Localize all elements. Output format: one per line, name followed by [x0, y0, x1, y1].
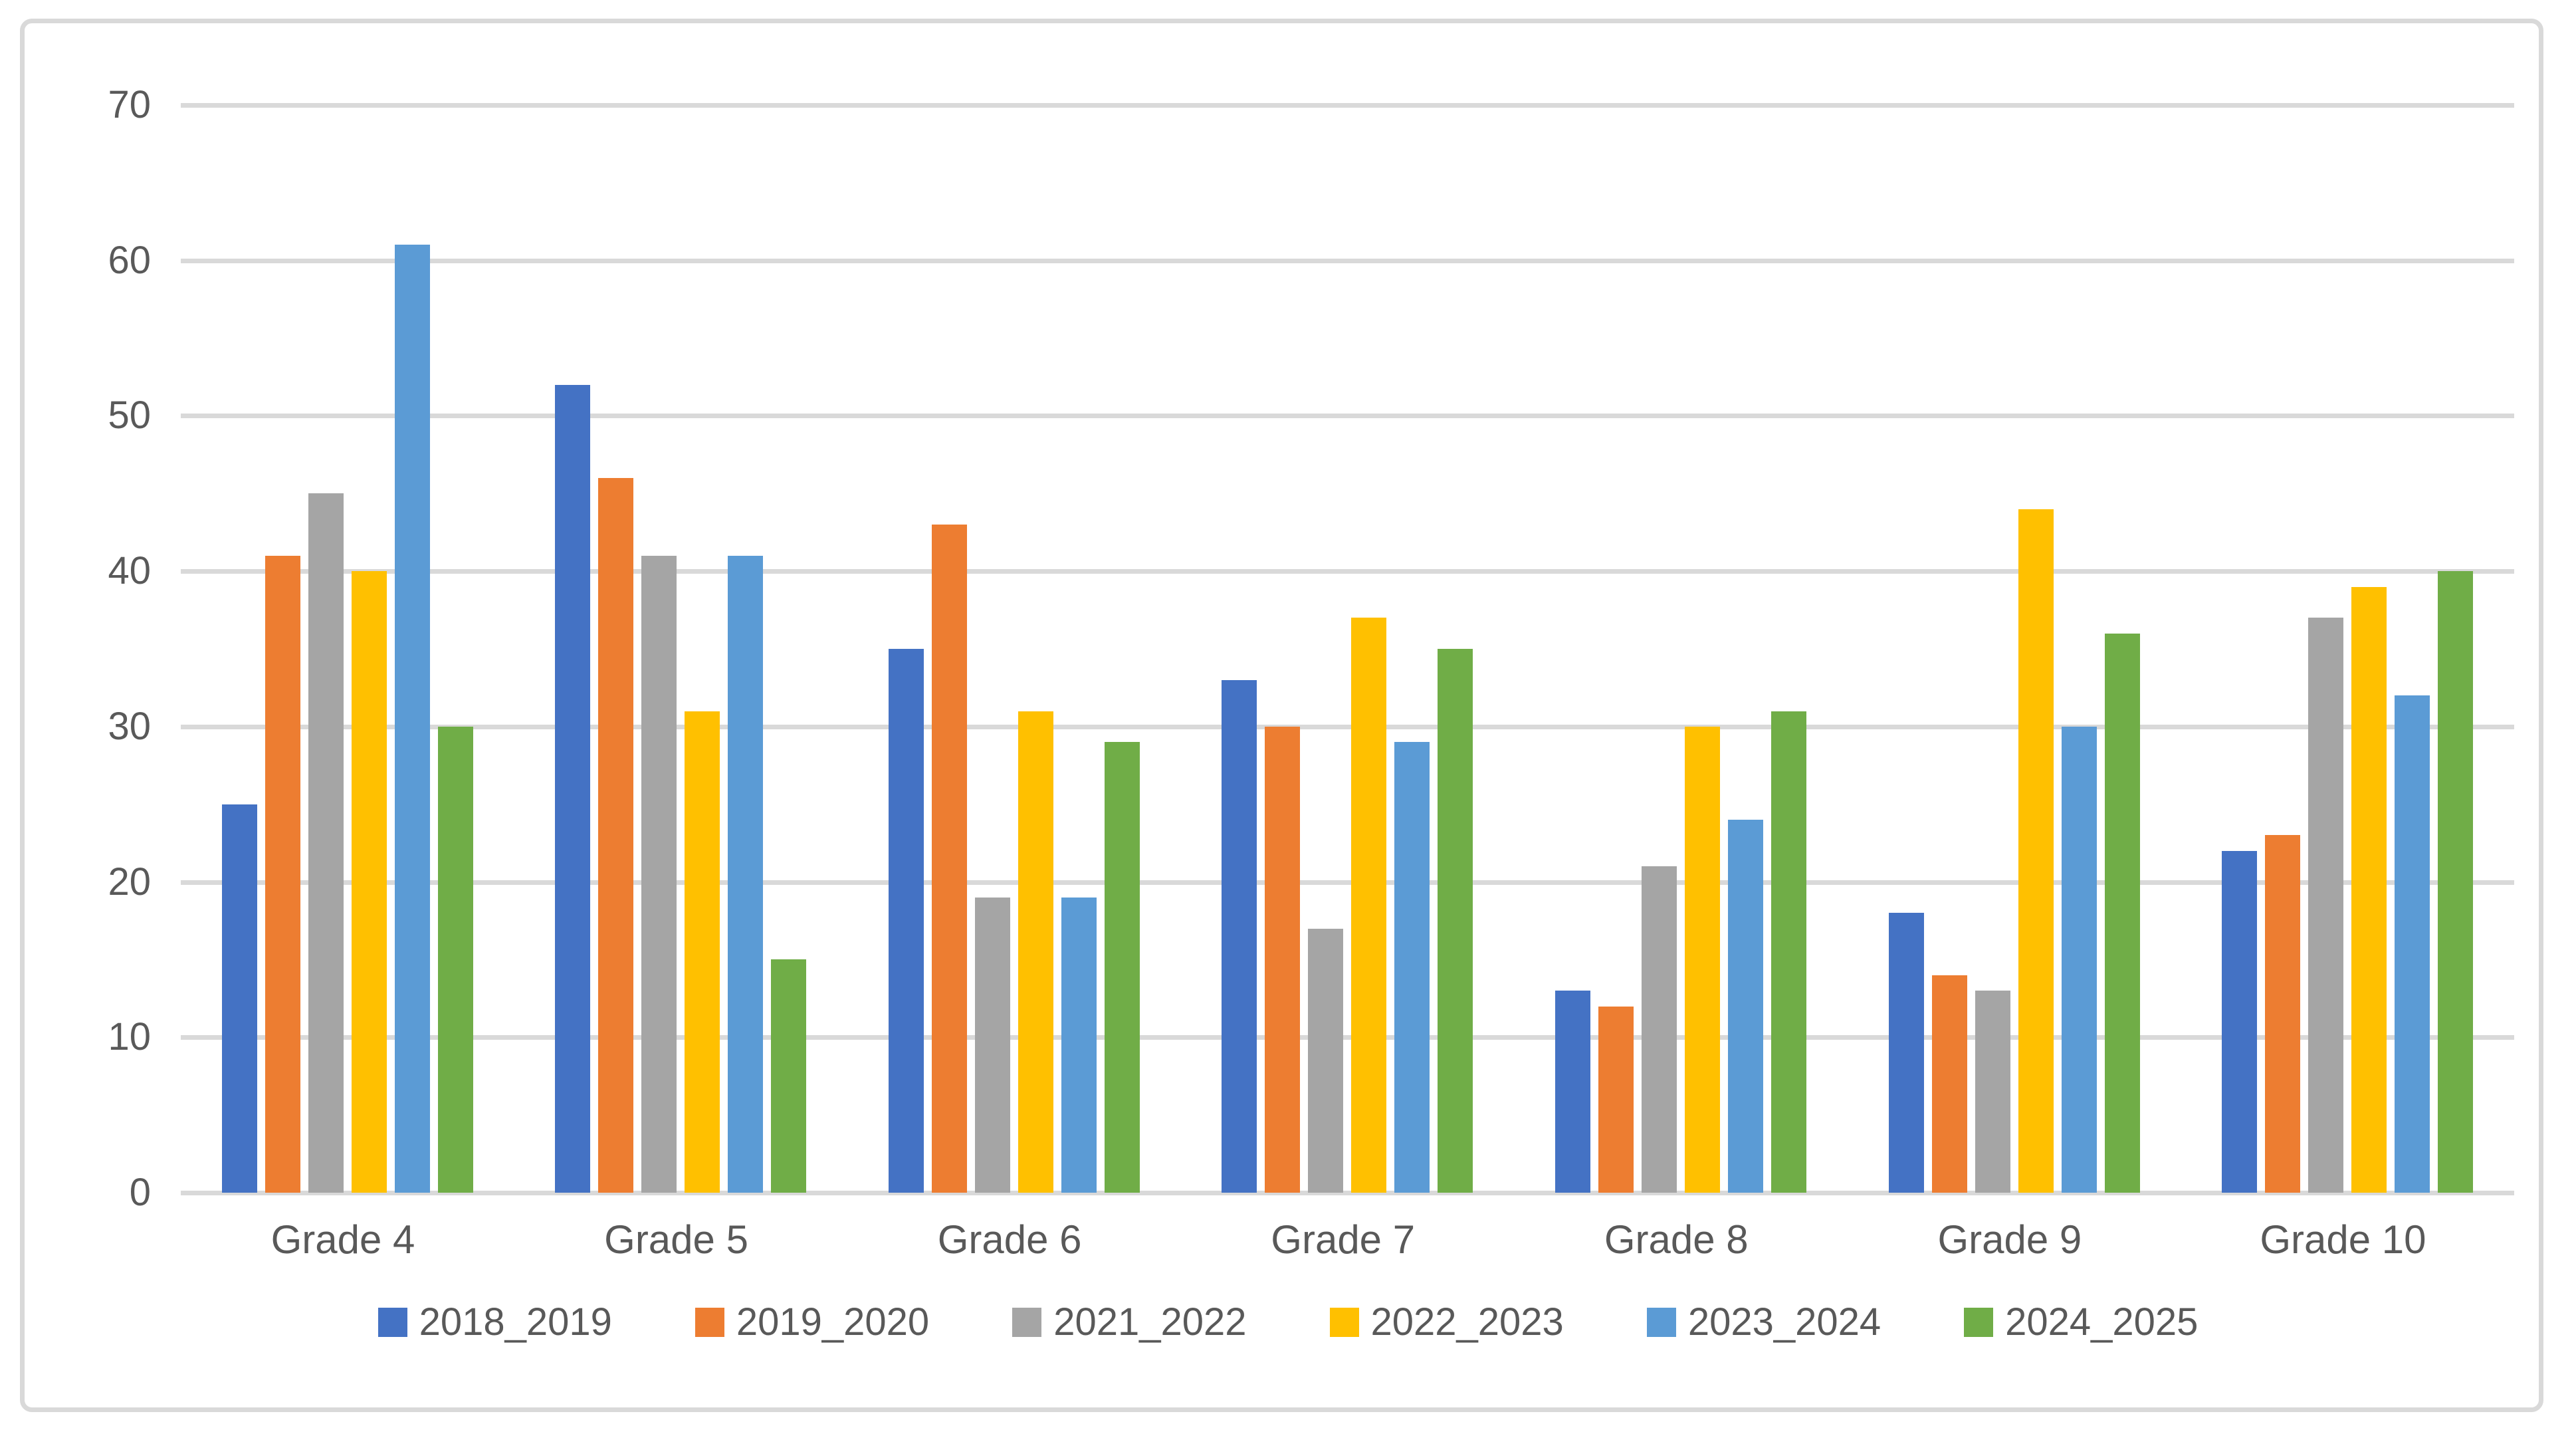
legend-swatch-2018-2019 [377, 1307, 407, 1337]
bar-group-grade-8 [1514, 105, 1848, 1193]
bar-2023-2024-grade-8 [1728, 820, 1764, 1193]
legend-label-2024-2025: 2024_2025 [2005, 1300, 2199, 1344]
legend-item-2021-2022: 2021_2022 [1012, 1300, 1247, 1344]
bar-2019-2020-grade-7 [1265, 726, 1301, 1193]
bar-2021-2022-grade-5 [641, 555, 677, 1193]
legend-label-2018-2019: 2018_2019 [419, 1300, 612, 1344]
legend-item-2024-2025: 2024_2025 [1964, 1300, 2198, 1344]
y-axis-tick-30: 30 [108, 704, 151, 748]
bar-2023-2024-grade-6 [1061, 897, 1097, 1193]
bar-2018-2019-grade-4 [221, 804, 257, 1193]
bar-2024-2025-grade-10 [2438, 571, 2474, 1193]
x-axis-label-grade-10: Grade 10 [2260, 1217, 2426, 1262]
bar-group-grade-4 [181, 105, 514, 1193]
bar-2023-2024-grade-7 [1394, 742, 1430, 1193]
gridline-y-40 [181, 569, 2514, 574]
bar-2021-2022-grade-4 [308, 493, 344, 1193]
y-axis-tick-70: 70 [108, 83, 151, 126]
plot-area [181, 103, 2514, 1195]
legend: 2018_2019 2019_2020 2021_2022 2022_2023 2023… [0, 1300, 2576, 1344]
bar-2024-2025-grade-7 [1438, 649, 1473, 1193]
bar-group-grade-5 [514, 105, 848, 1193]
legend-swatch-2023-2024 [1646, 1307, 1676, 1337]
bar-group-grade-7 [1181, 105, 1515, 1193]
y-axis-tick-20: 20 [108, 860, 151, 903]
legend-item-2023-2024: 2023_2024 [1646, 1300, 1881, 1344]
bar-2022-2023-grade-8 [1685, 726, 1721, 1193]
bar-2018-2019-grade-8 [1555, 991, 1591, 1193]
x-axis-label-grade-9: Grade 9 [1937, 1217, 2082, 1262]
bar-2023-2024-grade-9 [2061, 726, 2097, 1193]
bar-2022-2023-grade-9 [2018, 509, 2054, 1193]
bar-2022-2023-grade-6 [1018, 711, 1053, 1193]
bar-2019-2020-grade-10 [2265, 835, 2301, 1193]
gridline-y-70 [181, 103, 2514, 108]
bar-2024-2025-grade-6 [1104, 742, 1140, 1193]
bar-2018-2019-grade-9 [1888, 913, 1924, 1193]
bar-group-grade-10 [2181, 105, 2514, 1193]
legend-swatch-2019-2020 [695, 1307, 724, 1337]
legend-swatch-2021-2022 [1012, 1307, 1042, 1337]
legend-label-2019-2020: 2019_2020 [736, 1300, 930, 1344]
x-axis-label-grade-6: Grade 6 [937, 1217, 1082, 1262]
bar-2024-2025-grade-4 [437, 726, 473, 1193]
bar-group-grade-6 [847, 105, 1181, 1193]
bar-2018-2019-grade-6 [888, 649, 924, 1193]
bar-2024-2025-grade-9 [2104, 633, 2140, 1193]
legend-label-2021-2022: 2021_2022 [1053, 1300, 1247, 1344]
gridline-y-10 [181, 1035, 2514, 1040]
bar-2022-2023-grade-7 [1351, 618, 1387, 1193]
bar-2018-2019-grade-10 [2222, 850, 2258, 1193]
y-axis-tick-10: 10 [108, 1015, 151, 1059]
bar-2022-2023-grade-4 [351, 571, 387, 1193]
bar-2019-2020-grade-6 [931, 525, 967, 1193]
bar-2022-2023-grade-10 [2351, 586, 2387, 1193]
y-axis-tick-40: 40 [108, 549, 151, 593]
bar-2022-2023-grade-5 [685, 711, 720, 1193]
legend-label-2022-2023: 2022_2023 [1370, 1300, 1564, 1344]
bar-2019-2020-grade-4 [265, 555, 300, 1193]
bar-2019-2020-grade-9 [1931, 975, 1967, 1193]
x-axis-label-grade-4: Grade 4 [270, 1217, 415, 1262]
x-axis-label-grade-5: Grade 5 [604, 1217, 748, 1262]
bar-2021-2022-grade-7 [1308, 928, 1344, 1193]
legend-item-2018-2019: 2018_2019 [377, 1300, 612, 1344]
gridline-y-30 [181, 724, 2514, 729]
gridline-y-50 [181, 414, 2514, 419]
gridline-y-60 [181, 258, 2514, 263]
chart-frame: 0 10 20 30 40 50 60 70 Grade 4 Grade 5 Grade 6 Grad… [20, 19, 2543, 1412]
bar-group-grade-9 [1848, 105, 2181, 1193]
legend-swatch-2024-2025 [1964, 1307, 1994, 1337]
y-axis-tick-50: 50 [108, 394, 151, 437]
bar-2023-2024-grade-5 [728, 555, 764, 1193]
gridline-y-20 [181, 880, 2514, 885]
bar-2023-2024-grade-4 [394, 245, 430, 1193]
bar-2018-2019-grade-5 [555, 384, 591, 1193]
legend-label-2023-2024: 2023_2024 [1687, 1300, 1881, 1344]
legend-swatch-2022-2023 [1329, 1307, 1359, 1337]
y-axis-tick-0: 0 [129, 1171, 151, 1214]
bar-2024-2025-grade-8 [1771, 711, 1807, 1193]
bar-2023-2024-grade-10 [2395, 695, 2430, 1193]
x-axis-label-grade-8: Grade 8 [1604, 1217, 1749, 1262]
gridline-y-0 [181, 1191, 2514, 1195]
bar-2024-2025-grade-5 [771, 959, 807, 1193]
bar-2021-2022-grade-10 [2308, 618, 2344, 1193]
bar-2021-2022-grade-8 [1642, 866, 1677, 1193]
bar-2021-2022-grade-6 [974, 897, 1010, 1193]
legend-item-2022-2023: 2022_2023 [1329, 1300, 1564, 1344]
bar-2019-2020-grade-5 [598, 477, 634, 1193]
bar-2021-2022-grade-9 [1975, 991, 2010, 1193]
y-axis-tick-60: 60 [108, 238, 151, 282]
bar-2019-2020-grade-8 [1598, 1006, 1634, 1193]
legend-item-2019-2020: 2019_2020 [695, 1300, 929, 1344]
x-axis-label-grade-7: Grade 7 [1271, 1217, 1416, 1262]
bar-2018-2019-grade-7 [1222, 679, 1257, 1193]
